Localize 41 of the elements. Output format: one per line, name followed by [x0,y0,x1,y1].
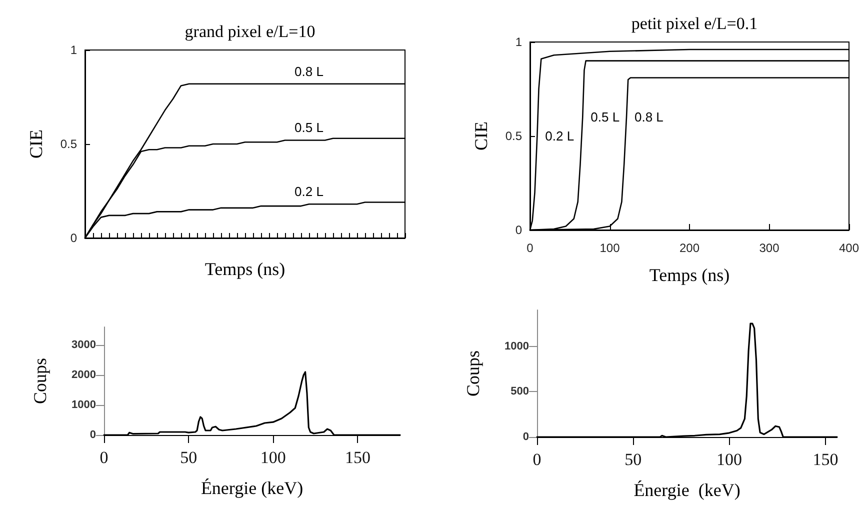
y-axis-title: Coups [463,350,483,397]
y-tick-label: 0 [515,223,522,237]
y-tick-label: 500 [510,386,529,398]
x-tick-label: 50 [624,450,642,469]
y-tick-label: 0 [90,429,96,441]
x-tick-label: 150 [344,448,370,467]
series-label: 0.8 L [634,110,664,125]
x-axis-title: Temps (ns) [204,259,286,279]
series-label: 0.5 L [294,120,324,136]
y-tick-label: 3000 [72,339,96,351]
series-label: 0.8 L [294,64,324,79]
y-tick-label: 1000 [72,399,96,411]
y-axis-title: CIE [26,130,46,158]
x-axis-title: Temps (ns) [649,265,730,285]
x-tick-label: 0 [532,450,542,469]
y-tick-label: 1000 [504,340,529,352]
y-tick-label: 0.5 [60,137,78,151]
x-tick-label: 200 [679,241,700,255]
chart-title: grand pixel e/L=10 [184,22,316,41]
x-tick-label: 100 [600,241,620,255]
y-tick-label: 0 [522,431,529,443]
chart-title: petit pixel e/L=0.1 [631,14,758,33]
series-label: 0.5 L [590,110,620,125]
y-tick-label: 1 [70,43,78,57]
x-tick-label: 150 [812,450,838,469]
x-tick-label: 0 [100,448,108,467]
y-tick-label: 1 [515,35,522,49]
y-tick-label: 2000 [72,369,96,381]
series-label: 0.2 L [294,184,324,200]
x-tick-label: 400 [838,241,860,255]
y-tick-label: 0.5 [505,129,522,143]
x-tick-label: 50 [180,448,198,467]
y-axis-title: Coups [30,358,50,404]
x-axis-title: Énergie (keV) [200,478,304,498]
x-tick-label: 300 [759,241,780,255]
y-tick-label: 0 [70,231,78,245]
x-tick-label: 100 [716,450,742,469]
x-tick-label: 100 [260,448,286,467]
x-axis-title: Énergie (keV) [634,480,740,500]
series-label: 0.2 L [545,128,574,144]
y-axis-title: CIE [471,122,491,150]
